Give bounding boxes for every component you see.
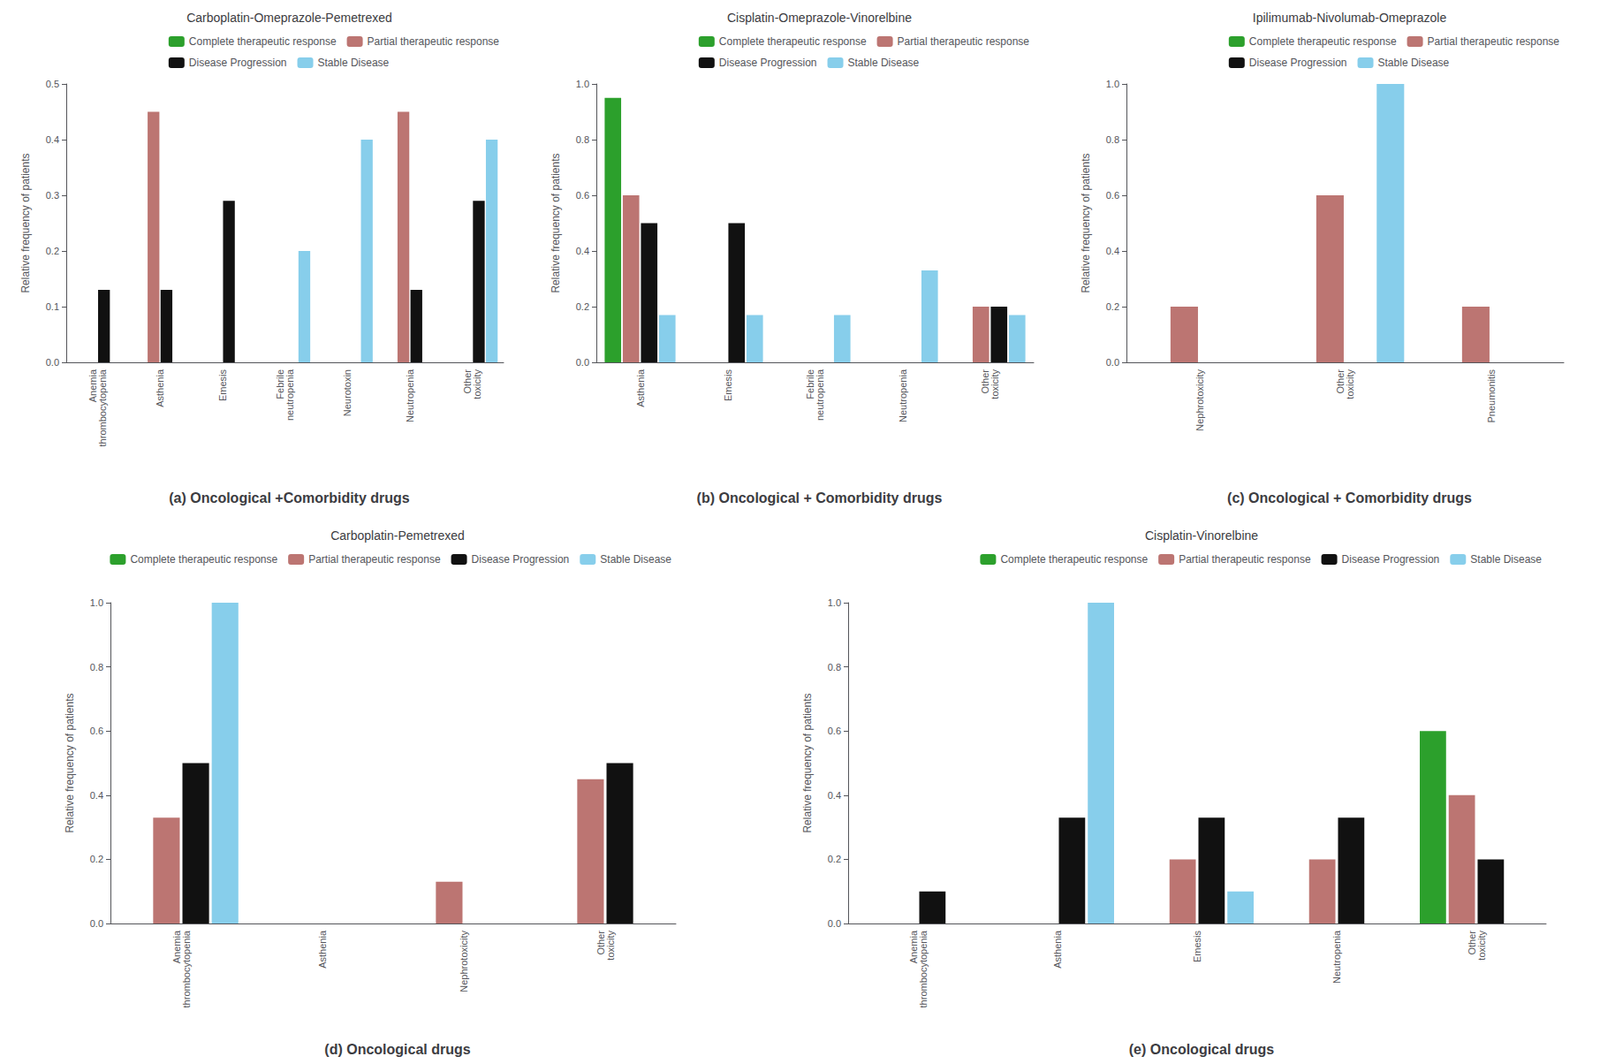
svg-text:Other: Other bbox=[1466, 930, 1477, 955]
svg-text:0.8: 0.8 bbox=[827, 661, 842, 673]
svg-text:0.6: 0.6 bbox=[1106, 189, 1120, 201]
svg-text:thrombocytopenia: thrombocytopenia bbox=[917, 929, 929, 1008]
svg-text:toxicity: toxicity bbox=[1476, 930, 1487, 961]
svg-text:0.0: 0.0 bbox=[90, 917, 104, 929]
svg-text:0.4: 0.4 bbox=[90, 789, 104, 801]
svg-text:Anemia: Anemia bbox=[170, 930, 182, 964]
svg-text:Partial therapeutic response: Partial therapeutic response bbox=[308, 553, 441, 566]
svg-text:Pneumonitis: Pneumonitis bbox=[1486, 369, 1497, 424]
svg-text:Relative frequency of patients: Relative frequency of patients bbox=[549, 152, 562, 293]
svg-text:Neutropenia: Neutropenia bbox=[404, 368, 416, 423]
svg-text:Anemia: Anemia bbox=[907, 930, 919, 964]
svg-text:0.8: 0.8 bbox=[576, 134, 590, 145]
svg-text:Emesis: Emesis bbox=[722, 369, 734, 402]
svg-text:Carboplatin-Pemetrexed: Carboplatin-Pemetrexed bbox=[330, 528, 465, 543]
svg-text:1.0: 1.0 bbox=[576, 78, 590, 90]
svg-text:0.6: 0.6 bbox=[827, 725, 842, 736]
svg-text:(b) Oncological + Comorbidity: (b) Oncological + Comorbidity drugs bbox=[697, 490, 943, 506]
svg-text:Relative frequency of patients: Relative frequency of patients bbox=[801, 692, 814, 833]
svg-text:toxicity: toxicity bbox=[1344, 369, 1356, 400]
svg-text:Partial therapeutic response: Partial therapeutic response bbox=[1427, 35, 1561, 48]
svg-text:Partial therapeutic response: Partial therapeutic response bbox=[1178, 553, 1312, 566]
svg-text:0.5: 0.5 bbox=[45, 78, 60, 90]
svg-text:1.0: 1.0 bbox=[90, 597, 104, 608]
svg-text:Other: Other bbox=[979, 369, 991, 394]
svg-text:Emesis: Emesis bbox=[217, 369, 228, 402]
svg-text:0.3: 0.3 bbox=[45, 189, 60, 201]
svg-text:toxicity: toxicity bbox=[471, 369, 483, 400]
svg-text:0.4: 0.4 bbox=[576, 245, 590, 257]
svg-text:1.0: 1.0 bbox=[1106, 78, 1120, 90]
svg-text:Relative frequency of patients: Relative frequency of patients bbox=[63, 692, 76, 833]
svg-text:0.0: 0.0 bbox=[576, 356, 590, 368]
svg-text:Neutropenia: Neutropenia bbox=[1331, 929, 1343, 984]
svg-text:Stable Disease: Stable Disease bbox=[848, 56, 920, 69]
svg-text:Febrile: Febrile bbox=[274, 369, 286, 399]
svg-text:Complete therapeutic response: Complete therapeutic response bbox=[129, 553, 278, 566]
svg-text:neutropenia: neutropenia bbox=[814, 368, 826, 421]
svg-text:0.2: 0.2 bbox=[1106, 301, 1120, 312]
svg-text:0.2: 0.2 bbox=[90, 853, 104, 865]
svg-text:neutropenia: neutropenia bbox=[284, 368, 296, 421]
svg-text:Other: Other bbox=[595, 930, 606, 955]
svg-text:Cisplatin-Omeprazole-Vinorelbi: Cisplatin-Omeprazole-Vinorelbine bbox=[727, 10, 912, 25]
svg-text:Other: Other bbox=[462, 369, 473, 394]
svg-text:Febrile: Febrile bbox=[804, 369, 816, 399]
svg-text:Disease Progression: Disease Progression bbox=[1249, 56, 1348, 69]
svg-text:thrombocytopenia: thrombocytopenia bbox=[97, 368, 108, 447]
svg-text:Complete therapeutic response: Complete therapeutic response bbox=[1000, 553, 1148, 566]
svg-text:Asthenia: Asthenia bbox=[317, 929, 328, 969]
svg-text:Asthenia: Asthenia bbox=[635, 368, 646, 408]
svg-text:0.8: 0.8 bbox=[1106, 134, 1120, 145]
svg-text:Neutropenia: Neutropenia bbox=[897, 368, 909, 423]
svg-text:Partial therapeutic response: Partial therapeutic response bbox=[897, 35, 1031, 48]
svg-text:Relative frequency of patients: Relative frequency of patients bbox=[19, 152, 32, 293]
svg-text:Disease Progression: Disease Progression bbox=[471, 553, 570, 566]
svg-text:Disease Progression: Disease Progression bbox=[189, 56, 288, 69]
svg-text:Anemia: Anemia bbox=[87, 369, 98, 403]
svg-text:Nephrotoxicity: Nephrotoxicity bbox=[458, 930, 470, 993]
svg-text:toxicity: toxicity bbox=[605, 930, 616, 961]
svg-text:0.8: 0.8 bbox=[90, 661, 104, 673]
svg-text:Ipilimumab-Nivolumab-Omeprazol: Ipilimumab-Nivolumab-Omeprazole bbox=[1252, 10, 1448, 25]
svg-text:Nephrotoxicity: Nephrotoxicity bbox=[1194, 369, 1206, 432]
svg-text:Complete therapeutic response: Complete therapeutic response bbox=[1249, 35, 1397, 48]
svg-text:(c) Oncological + Comorbidity: (c) Oncological + Comorbidity drugs bbox=[1227, 490, 1472, 506]
svg-text:0.4: 0.4 bbox=[1106, 245, 1120, 257]
svg-text:Asthenia: Asthenia bbox=[1052, 929, 1063, 969]
svg-text:(a) Oncological +Comorbidity d: (a) Oncological +Comorbidity drugs bbox=[168, 490, 410, 506]
svg-text:0.2: 0.2 bbox=[45, 245, 60, 257]
svg-text:Complete therapeutic response: Complete therapeutic response bbox=[719, 35, 867, 48]
svg-text:Neurotoxin: Neurotoxin bbox=[341, 369, 353, 417]
svg-text:toxicity: toxicity bbox=[989, 369, 1001, 400]
svg-text:Other: Other bbox=[1334, 369, 1346, 394]
svg-text:Relative frequency of patients: Relative frequency of patients bbox=[1079, 152, 1092, 293]
svg-text:Disease Progression: Disease Progression bbox=[719, 56, 818, 69]
svg-text:(e) Oncological drugs: (e) Oncological drugs bbox=[1129, 1041, 1275, 1057]
svg-text:0.4: 0.4 bbox=[827, 789, 842, 801]
svg-text:0.2: 0.2 bbox=[576, 301, 590, 312]
svg-text:Complete therapeutic response: Complete therapeutic response bbox=[189, 35, 337, 48]
svg-text:(d) Oncological drugs: (d) Oncological drugs bbox=[324, 1041, 471, 1057]
svg-text:Disease Progression: Disease Progression bbox=[1342, 553, 1441, 566]
svg-text:Partial therapeutic response: Partial therapeutic response bbox=[367, 35, 501, 48]
svg-text:Emesis: Emesis bbox=[1191, 930, 1203, 964]
svg-text:0.4: 0.4 bbox=[45, 134, 60, 145]
svg-text:0.0: 0.0 bbox=[827, 917, 842, 929]
svg-text:Stable Disease: Stable Disease bbox=[599, 553, 672, 566]
svg-text:Stable Disease: Stable Disease bbox=[318, 56, 390, 69]
svg-text:0.1: 0.1 bbox=[45, 301, 60, 312]
svg-text:thrombocytopenia: thrombocytopenia bbox=[181, 929, 192, 1008]
svg-text:Stable Disease: Stable Disease bbox=[1378, 56, 1450, 69]
svg-text:Asthenia: Asthenia bbox=[154, 368, 166, 408]
svg-text:Stable Disease: Stable Disease bbox=[1470, 553, 1542, 566]
svg-text:0.2: 0.2 bbox=[827, 853, 842, 865]
svg-text:Carboplatin-Omeprazole-Pemetre: Carboplatin-Omeprazole-Pemetrexed bbox=[186, 10, 393, 25]
svg-text:1.0: 1.0 bbox=[827, 597, 842, 608]
svg-text:0.6: 0.6 bbox=[576, 189, 590, 201]
svg-text:Cisplatin-Vinorelbine: Cisplatin-Vinorelbine bbox=[1145, 528, 1259, 543]
svg-text:0.0: 0.0 bbox=[45, 356, 60, 368]
svg-text:0.6: 0.6 bbox=[90, 725, 104, 736]
svg-text:0.0: 0.0 bbox=[1106, 356, 1120, 368]
